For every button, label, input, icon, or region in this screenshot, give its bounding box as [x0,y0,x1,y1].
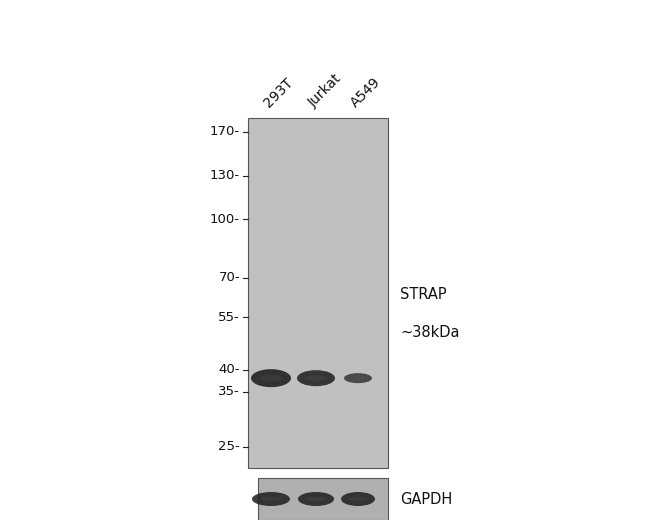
Text: 40-: 40- [218,363,240,376]
Ellipse shape [348,497,367,501]
Text: 70-: 70- [218,271,240,284]
Text: 170-: 170- [210,125,240,138]
Text: 55-: 55- [218,311,240,324]
Text: GAPDH: GAPDH [400,491,452,506]
Text: ~38kDa: ~38kDa [400,325,460,340]
Ellipse shape [298,492,334,506]
Ellipse shape [252,492,290,506]
Text: A549: A549 [348,75,384,110]
Ellipse shape [350,376,366,380]
Ellipse shape [261,497,281,501]
Text: 100-: 100- [210,213,240,226]
Ellipse shape [260,375,282,381]
Ellipse shape [344,373,372,383]
Ellipse shape [251,369,291,387]
Ellipse shape [341,492,375,506]
Text: Jurkat: Jurkat [306,71,344,110]
Text: 25-: 25- [218,440,240,453]
Ellipse shape [306,497,326,501]
Bar [258,478,388,520]
Text: 130-: 130- [210,170,240,183]
Text: 293T: 293T [261,75,296,110]
Text: STRAP: STRAP [400,287,447,302]
Bar [248,118,388,468]
Text: 35-: 35- [218,385,240,398]
Ellipse shape [306,375,326,381]
Ellipse shape [297,370,335,386]
